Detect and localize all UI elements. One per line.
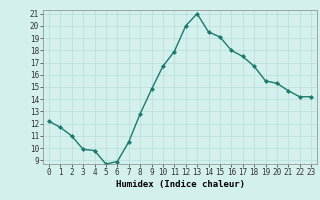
X-axis label: Humidex (Indice chaleur): Humidex (Indice chaleur): [116, 180, 244, 189]
